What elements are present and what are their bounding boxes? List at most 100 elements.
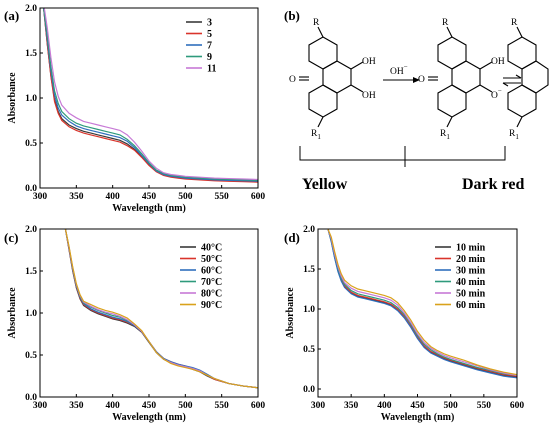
chart-d-legend-label-5: 60 min: [456, 300, 486, 311]
panel-c-label: (c): [4, 230, 18, 245]
molecule-2-r: R: [442, 18, 449, 28]
chart-c-xtick-label-3: 450: [142, 401, 157, 411]
chart-d-xtick-label-2: 400: [377, 401, 392, 411]
label-yellow: Yellow: [302, 176, 348, 193]
chart-a-series-4: [43, 8, 258, 181]
chart-a-ytick-label-3: 1.5: [25, 49, 37, 59]
chart-a-legend-label-1: 5: [207, 29, 212, 40]
panel-b-scheme: (b) R OH OH O R1 OH−: [284, 8, 549, 193]
panel-b-label: (b): [284, 8, 300, 23]
molecule-2-r1-sub: 1: [446, 133, 450, 141]
chart-c-legend-label-3: 70°C: [201, 277, 222, 288]
chart-c-ytick-label-4: 2.0: [25, 225, 37, 235]
panel-d-chart: (d) 300 350 400 450 500 550 600 0.0 0.5 1.0 1.5 2.0…: [284, 225, 524, 423]
molecule-1-bond-oh2: [350, 84, 364, 93]
chart-d-legend-label-4: 50 min: [456, 289, 486, 300]
chart-a-ytick-label-4: 2.0: [25, 4, 37, 14]
chart-a-xtick-label-1: 350: [69, 192, 84, 202]
molecule-1-r1-sub: 1: [317, 133, 321, 141]
molecule-2-ominus-charge: −: [498, 87, 502, 95]
reaction-arrow-head: [413, 77, 420, 83]
molecule-2-o: O: [418, 75, 425, 85]
chart-c-xtick-label-5: 550: [215, 401, 230, 411]
equilibrium-arrows: [502, 74, 522, 87]
chart-d-series-4: [327, 229, 517, 376]
molecule-1-oh-bottom: OH: [362, 91, 376, 101]
chart-d-ytick-label-0: 0.0: [303, 385, 315, 395]
chart-a-series-0: [43, 8, 258, 182]
bracket-dark-red: [405, 146, 506, 161]
molecule-2-ring-top: [437, 36, 467, 70]
label-dark-red: Dark red: [462, 176, 524, 193]
molecule-1-ring-center: [322, 60, 352, 94]
molecule-2-r1: R1: [440, 129, 450, 141]
chart-a-ylabel: Absorbance: [7, 72, 18, 124]
chart-c-xlabel: Wavelength (nm): [112, 412, 186, 423]
molecule-3-r1-base: R: [509, 129, 516, 139]
molecule-1-oh-top: OH: [362, 57, 376, 67]
molecule-3-ring-center: [521, 60, 549, 94]
chart-d-xtick-label-4: 500: [444, 401, 459, 411]
chart-a-series-1: [43, 8, 258, 183]
chart-d-legend-label-2: 30 min: [456, 266, 486, 277]
panel-c-chart: (c) 300 350 400 450 500 550 600 0.0 0.5 1.0 1.5 2.0…: [4, 225, 265, 423]
chart-a-ytick-label-0: 0.0: [25, 184, 37, 194]
molecule-2-ring-center: [451, 60, 481, 94]
chart-c-xtick-label-4: 500: [178, 401, 193, 411]
molecule-3-ring-top: [507, 36, 537, 70]
panel-d-label: (d): [284, 230, 300, 245]
chart-d-xtick-label-5: 550: [477, 401, 492, 411]
chart-d-series-2: [327, 229, 517, 379]
molecule-1: [299, 26, 364, 128]
reagent-oh-charge: −: [404, 63, 408, 71]
reagent-oh: OH−: [390, 63, 408, 77]
chart-d-legend-label-1: 20 min: [456, 254, 486, 265]
chart-c-ytick-label-0: 0.0: [25, 393, 37, 403]
chart-a-ytick-label-2: 1.0: [25, 94, 37, 104]
chart-a-xlabel: Wavelength (nm): [112, 203, 186, 214]
chart-a-xtick-label-2: 400: [106, 192, 121, 202]
chart-c-legend-label-1: 50°C: [201, 254, 222, 265]
chart-d-series-5: [327, 229, 517, 376]
chart-a-legend-label-2: 7: [207, 41, 212, 52]
molecule-1-ring-bottom: [308, 84, 338, 118]
bracket-yellow: [299, 146, 406, 161]
molecule-2-ring-bottom: [437, 84, 467, 118]
chart-a-series-3: [43, 8, 258, 181]
molecule-2-bond-r: [446, 26, 453, 38]
chart-a-series-2: [43, 8, 258, 182]
chart-d-ytick-label-4: 2.0: [303, 225, 315, 235]
molecule-1-bond-r1: [317, 116, 324, 128]
molecule-1-bond-r: [317, 26, 324, 38]
chart-a-legend-label-4: 11: [207, 64, 216, 75]
chart-d-series-1: [327, 229, 517, 377]
chart-c-ylabel: Absorbance: [7, 287, 18, 339]
chart-a-xtick-label-0: 300: [33, 192, 48, 202]
molecule-3-ring-bottom: [507, 84, 537, 118]
molecule-1-o: O: [289, 75, 296, 85]
molecule-1-r1-base: R: [311, 129, 318, 139]
chart-a-ytick-label-1: 0.5: [25, 139, 37, 149]
molecule-2-oh: OH: [491, 57, 505, 67]
chart-d-xlabel: Wavelength (nm): [381, 412, 455, 423]
molecule-3: [507, 26, 549, 128]
chart-d-ytick-label-2: 1.0: [303, 305, 315, 315]
chart-c-xtick-label-6: 600: [251, 401, 266, 411]
chart-a-xtick-label-3: 450: [142, 192, 157, 202]
chart-c-ytick-label-2: 1.0: [25, 309, 37, 319]
molecule-1-ring-top: [308, 36, 338, 70]
chart-c-ytick-label-3: 1.5: [25, 267, 37, 277]
molecule-2-bond-ominus: [479, 84, 493, 93]
chart-c-series-4: [64, 229, 258, 389]
chart-c-legend-label-4: 80°C: [201, 289, 222, 300]
chart-c-xtick-label-2: 400: [106, 401, 121, 411]
chart-d-xtick-label-6: 600: [510, 401, 525, 411]
molecule-2-ominus-o: O: [491, 91, 498, 101]
chart-c-xtick-label-0: 300: [33, 401, 48, 411]
reaction-arrow: [383, 77, 420, 83]
chart-c-series-5: [64, 229, 258, 389]
molecule-2-r1-base: R: [440, 129, 447, 139]
grouping-brackets: [299, 146, 506, 167]
chart-d-ytick-label-3: 1.5: [303, 265, 315, 275]
